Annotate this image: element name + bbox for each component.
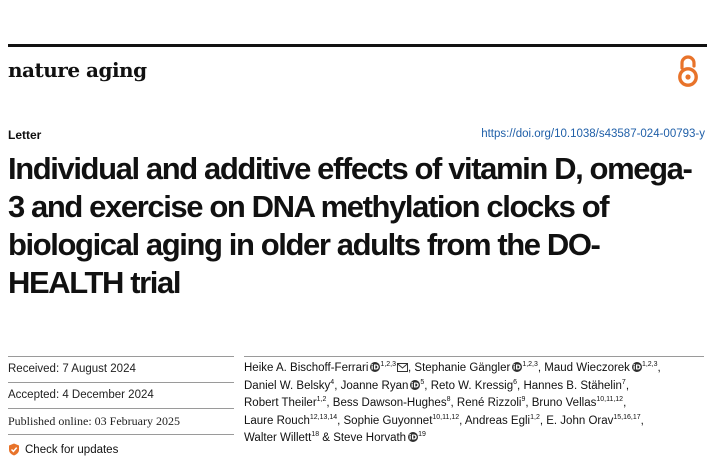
author-separator: , [334, 379, 338, 392]
orcid-icon[interactable]: iD [631, 362, 642, 372]
check-updates-label: Check for updates [25, 443, 119, 456]
author-affiliation: 6 [513, 378, 518, 386]
author-separator: , [459, 414, 463, 427]
author-item[interactable]: Steve Horvath iD 19 [333, 431, 426, 444]
author-name: Stephanie Gängler [414, 362, 511, 374]
author-separator: , [623, 397, 627, 409]
author-separator: , [537, 362, 542, 374]
author-item[interactable]: René Rizzoli9, [456, 396, 529, 409]
author-name: René Rizzoli [456, 397, 522, 409]
author-item[interactable]: Reto W. Kressig6, [430, 378, 521, 392]
author-affiliation: 18 [311, 431, 320, 438]
author-separator: , [657, 362, 661, 374]
author-affiliation: 9 [521, 396, 526, 403]
divider-received [8, 382, 234, 383]
divider-dates-top [8, 356, 234, 357]
author-separator: , [326, 397, 330, 409]
author-name: Heike A. Bischoff-Ferrari [244, 362, 369, 374]
author-name: Joanne Ryan [340, 379, 409, 392]
orcid-icon[interactable]: iD [370, 362, 381, 372]
author-item[interactable]: Walter Willett18 & [244, 431, 330, 444]
author-name: Bruno Vellas [531, 397, 597, 409]
divider-published [8, 434, 234, 435]
article-type: Letter [8, 128, 42, 142]
author-item[interactable]: Heike A. Bischoff-Ferrari iD 1,2,3, [244, 361, 412, 374]
author-name: Reto W. Kressig [430, 379, 514, 392]
author-item[interactable]: Joanne Ryan iD 5, [340, 378, 428, 392]
author-affiliation: 1,2,3 [641, 361, 658, 368]
email-icon[interactable] [397, 363, 408, 372]
author-separator: , [625, 379, 630, 392]
author-affiliation: 1,2,3 [380, 361, 396, 368]
divider-authors-top [244, 356, 704, 357]
author-separator: , [450, 397, 454, 409]
author-item[interactable]: Sophie Guyonnet10,11,12, [343, 413, 463, 427]
author-separator: , [337, 414, 341, 427]
author-name: Daniel W. Belsky [244, 379, 331, 392]
published-date: Published online: 03 February 2025 [8, 414, 180, 428]
author-affiliation: 15,16,17 [613, 413, 641, 421]
author-item[interactable]: E. John Orav15,16,17, [546, 413, 644, 427]
author-name: Andreas Egli [464, 414, 531, 427]
author-separator: , [424, 379, 428, 392]
divider-accepted [8, 408, 234, 409]
svg-text:iD: iD [371, 364, 379, 372]
check-for-updates-button[interactable]: Check for updates [8, 443, 118, 456]
author-item[interactable]: Bess Dawson-Hughes8, [332, 396, 454, 409]
open-access-icon [678, 55, 698, 87]
svg-text:iD: iD [633, 364, 641, 372]
author-separator: , [539, 414, 544, 427]
author-affiliation: 19 [418, 431, 426, 438]
author-name: Steve Horvath [333, 432, 407, 444]
author-separator: , [517, 379, 521, 392]
author-separator: & [319, 432, 330, 444]
author-affiliation: 4 [330, 378, 335, 386]
author-affiliation: 10,11,12 [432, 413, 460, 421]
author-item[interactable]: Bruno Vellas10,11,12, [531, 396, 627, 409]
author-affiliation: 12,13,14 [309, 413, 338, 421]
journal-name[interactable]: nature aging [8, 58, 147, 82]
author-name: Laure Rouch [244, 414, 310, 427]
author-item[interactable]: Hannes B. Stähelin7, [523, 378, 630, 392]
author-affiliation: 1,2 [316, 396, 327, 403]
svg-text:iD: iD [411, 381, 419, 389]
article-title: Individual and additive effects of vitam… [8, 151, 693, 300]
author-item[interactable]: Andreas Egli1,2, [464, 413, 544, 427]
author-item[interactable]: Stephanie Gängler iD 1,2,3, [414, 361, 542, 374]
author-name: Bess Dawson-Hughes [332, 397, 447, 409]
orcid-icon[interactable]: iD [410, 379, 421, 390]
author-separator: , [525, 397, 529, 409]
svg-text:iD: iD [409, 434, 417, 442]
author-name: Robert Theiler [244, 397, 317, 409]
author-item[interactable]: Robert Theiler1,2, [244, 396, 330, 409]
author-item[interactable]: Maud Wieczorek iD 1,2,3, [544, 361, 661, 374]
check-updates-icon [9, 443, 19, 456]
author-separator: , [408, 362, 412, 374]
orcid-icon[interactable]: iD [408, 432, 419, 442]
author-affiliation: 5 [420, 378, 425, 386]
author-item[interactable]: Daniel W. Belsky4, [244, 378, 338, 392]
doi-link[interactable]: https://doi.org/10.1038/s43587-024-00793… [481, 128, 705, 140]
top-rule [8, 44, 707, 47]
received-date: Received: 7 August 2024 [8, 363, 136, 375]
author-separator: , [640, 414, 644, 427]
author-affiliation: 1,2,3 [522, 361, 538, 368]
author-name: Hannes B. Stähelin [523, 379, 622, 392]
author-name: Maud Wieczorek [544, 362, 630, 374]
author-item[interactable]: Laure Rouch12,13,14, [244, 413, 341, 427]
author-affiliation: 8 [446, 396, 451, 403]
author-affiliation: 10,11,12 [596, 396, 624, 403]
author-affiliation: 7 [621, 378, 626, 386]
author-name: Sophie Guyonnet [343, 414, 433, 427]
author-affiliation: 1,2 [530, 413, 540, 421]
orcid-icon[interactable]: iD [512, 362, 523, 372]
svg-text:iD: iD [513, 364, 521, 372]
author-list: Heike A. Bischoff-Ferrari iD 1,2,3, Stepha… [244, 360, 704, 448]
accepted-date: Accepted: 4 December 2024 [8, 389, 154, 401]
author-name: E. John Orav [546, 414, 614, 427]
author-name: Walter Willett [244, 432, 312, 444]
